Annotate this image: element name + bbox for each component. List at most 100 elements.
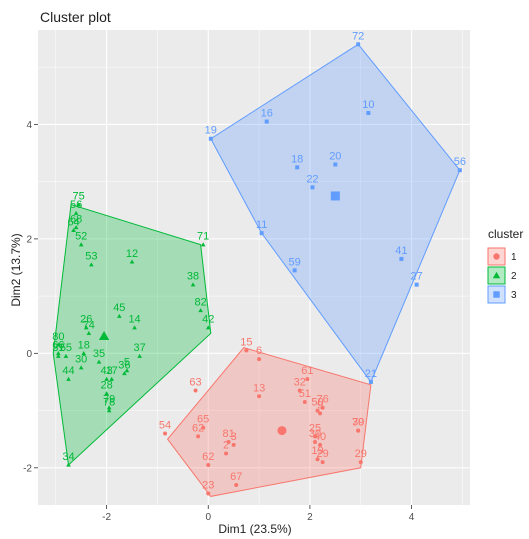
cluster-3-point bbox=[208, 136, 213, 141]
point-label: 82 bbox=[195, 296, 207, 308]
cluster-2-point bbox=[63, 353, 69, 358]
point-label: 80 bbox=[52, 331, 64, 343]
point-label: 76 bbox=[316, 394, 328, 406]
point-label: 37 bbox=[134, 342, 146, 354]
cluster-1-point bbox=[315, 457, 320, 462]
point-label: 56 bbox=[454, 156, 466, 168]
cluster-3-point bbox=[295, 165, 300, 170]
cluster-2-point bbox=[137, 353, 142, 358]
cluster-2-centroid bbox=[98, 330, 110, 341]
point-label: 10 bbox=[362, 99, 374, 111]
point-label: 74 bbox=[83, 319, 95, 331]
point-label: 29 bbox=[316, 448, 328, 460]
cluster-3-hull bbox=[210, 43, 461, 383]
cluster-1-point bbox=[312, 434, 317, 439]
x-tick-label: 4 bbox=[409, 512, 415, 523]
point-label: 19 bbox=[205, 125, 217, 137]
cluster-1-hull bbox=[166, 347, 372, 497]
cluster-3-centroid bbox=[330, 191, 340, 201]
point-label: 6 bbox=[256, 345, 262, 357]
point-label: 59 bbox=[289, 256, 301, 268]
point-label: 25 bbox=[309, 422, 321, 434]
cluster-3-point bbox=[292, 268, 297, 273]
cluster-2-point bbox=[124, 368, 130, 373]
point-label: 63 bbox=[189, 377, 201, 389]
x-axis-title: Dim1 (23.5%) bbox=[218, 522, 291, 536]
point-label: 36 bbox=[118, 359, 130, 371]
point-label: 81 bbox=[222, 428, 234, 440]
cluster-1-point bbox=[320, 460, 325, 465]
cluster-3-point bbox=[366, 110, 371, 115]
cluster-2-point bbox=[56, 353, 61, 358]
cluster-1-point bbox=[356, 428, 361, 433]
point-label: 9 bbox=[317, 399, 323, 411]
cluster-2-point bbox=[89, 262, 94, 267]
cluster-2-point bbox=[73, 210, 79, 215]
point-label: 50 bbox=[311, 397, 323, 409]
cluster-1-point bbox=[196, 434, 201, 439]
cluster-2-point bbox=[73, 225, 79, 230]
cluster-2-point bbox=[104, 376, 109, 381]
point-label: 55 bbox=[60, 342, 72, 354]
cluster-1-point bbox=[318, 411, 323, 416]
point-label: 51 bbox=[299, 388, 311, 400]
cluster-1-point bbox=[193, 388, 198, 393]
cluster-1-point bbox=[305, 377, 310, 382]
point-label: 22 bbox=[306, 173, 318, 185]
point-label: 54 bbox=[159, 419, 171, 431]
point-label: 53 bbox=[85, 251, 97, 263]
legend: cluster 1 2 3 bbox=[487, 227, 523, 304]
point-label: 32 bbox=[294, 377, 306, 389]
cluster-2-point bbox=[81, 351, 87, 356]
point-label: 39 bbox=[352, 417, 364, 429]
cluster-1-point bbox=[224, 451, 229, 456]
cluster-2-hull bbox=[52, 203, 212, 466]
legend-label-3: 3 bbox=[511, 290, 517, 301]
data-points bbox=[56, 42, 462, 496]
cluster-1-point bbox=[302, 399, 307, 404]
legend-label-2: 2 bbox=[511, 271, 517, 282]
cluster-1-point bbox=[358, 460, 363, 465]
point-label: 41 bbox=[395, 245, 407, 257]
point-label: 70 bbox=[352, 417, 364, 429]
cluster-3-point bbox=[264, 119, 269, 124]
point-label: 35 bbox=[93, 348, 105, 360]
cluster-2-point bbox=[66, 376, 71, 381]
point-label: 68 bbox=[70, 213, 82, 225]
cluster-1-point bbox=[318, 442, 323, 447]
point-label: 56 bbox=[70, 199, 82, 211]
point-label: 2 bbox=[223, 439, 229, 451]
point-label: 17 bbox=[106, 365, 118, 377]
point-label: 20 bbox=[329, 150, 341, 162]
cluster-3-point bbox=[356, 42, 361, 47]
cluster-1-point bbox=[312, 440, 317, 445]
point-label: 43 bbox=[100, 365, 112, 377]
x-tick-label: -2 bbox=[102, 512, 111, 523]
point-label: 15 bbox=[240, 336, 252, 348]
cluster-1-point bbox=[244, 348, 249, 353]
cluster-2-point bbox=[198, 308, 203, 313]
y-tick-label: 0 bbox=[26, 349, 32, 360]
point-label: 38 bbox=[187, 271, 199, 283]
cluster-1-point bbox=[206, 491, 211, 496]
legend-marker-2 bbox=[492, 271, 501, 279]
cluster-1-point bbox=[315, 408, 320, 413]
point-label: 23 bbox=[202, 480, 214, 492]
cluster-3-point bbox=[368, 379, 373, 384]
point-label: 42 bbox=[202, 314, 214, 326]
cluster-1-point bbox=[257, 357, 262, 362]
point-label: 18 bbox=[291, 153, 303, 165]
point-label: 61 bbox=[301, 365, 313, 377]
cluster-3-point bbox=[399, 256, 404, 261]
cluster-centroids bbox=[98, 191, 340, 436]
point-label: 16 bbox=[261, 108, 273, 120]
y-tick-label: 2 bbox=[26, 234, 32, 245]
y-tick-label: -2 bbox=[23, 463, 32, 474]
cluster-hulls bbox=[52, 43, 461, 497]
point-label: 65 bbox=[197, 414, 209, 426]
point-label: 66 bbox=[52, 339, 64, 351]
cluster-1-centroid bbox=[277, 426, 287, 436]
point-label: 45 bbox=[113, 302, 125, 314]
cluster-3-point bbox=[414, 282, 419, 287]
